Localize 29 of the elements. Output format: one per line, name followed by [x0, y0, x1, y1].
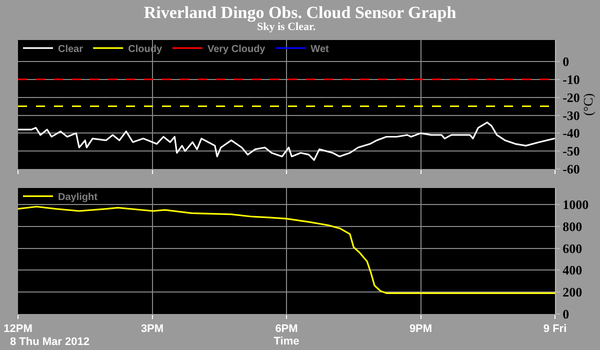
y-tick-label: 400 — [562, 262, 582, 278]
legend-label: Wet — [310, 44, 330, 55]
x-tick-label: 9 Fri — [543, 323, 567, 336]
chart-subtitle: Sky is Clear. — [257, 21, 316, 33]
y-tick-label: 1000 — [562, 196, 589, 212]
y-tick-label: -20 — [562, 90, 580, 105]
y-tick-label: 600 — [562, 240, 582, 256]
y-tick-label: 0 — [562, 54, 570, 70]
text: 8 Thu Mar 2012 — [10, 336, 90, 348]
y-axis-title: (°C) — [580, 93, 596, 116]
legend-label: Very Cloudy — [207, 44, 266, 55]
y-tick-label: 800 — [562, 218, 582, 234]
x-axis-title: Time — [274, 335, 300, 348]
x-tick-label: 12PM — [4, 323, 32, 336]
x-tick-label: 9PM — [409, 323, 432, 336]
legend-label: Clear — [58, 44, 84, 55]
y-tick-label: -10 — [562, 72, 580, 87]
legend-label: Daylight — [58, 192, 98, 204]
y-tick-label: -30 — [562, 108, 580, 123]
y-tick-label: -50 — [562, 144, 580, 159]
x-tick-label: 6PM — [275, 323, 298, 336]
y-tick-label: -60 — [562, 162, 580, 177]
line-series — [18, 122, 555, 161]
x-tick-label: 3PM — [140, 323, 164, 336]
y-tick-label: -40 — [562, 126, 580, 141]
line-series — [18, 206, 555, 294]
y-tick-label: 200 — [562, 284, 582, 300]
chart-title: Riverland Dingo Obs. Cloud Sensor Graph — [144, 2, 457, 22]
y-tick-label: 0 — [562, 306, 570, 322]
